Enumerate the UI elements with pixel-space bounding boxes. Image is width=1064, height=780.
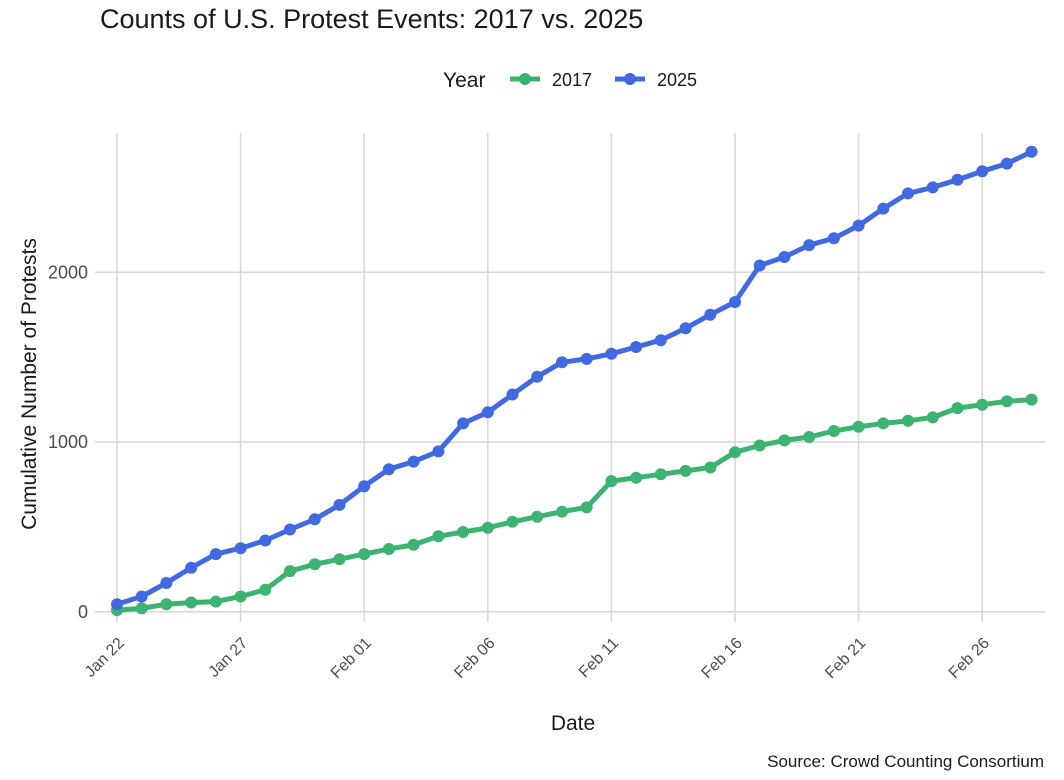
data-point-2025 bbox=[333, 498, 346, 511]
data-point-2017 bbox=[284, 565, 296, 578]
data-point-2017 bbox=[160, 598, 173, 611]
chart-title: Counts of U.S. Protest Events: 2017 vs. … bbox=[100, 4, 643, 34]
data-point-2017 bbox=[382, 543, 395, 555]
data-point-2017 bbox=[407, 538, 420, 551]
source-caption: Source: Crowd Counting Consortium bbox=[767, 752, 1044, 771]
series-line-2017 bbox=[114, 397, 1035, 613]
legend-label-2025: 2025 bbox=[657, 70, 697, 90]
data-point-2025 bbox=[1025, 145, 1038, 158]
data-point-2025 bbox=[457, 417, 470, 430]
y-tick-label: 2000 bbox=[48, 262, 88, 282]
data-point-2025 bbox=[852, 219, 865, 232]
data-point-2025 bbox=[605, 347, 618, 360]
data-point-2017 bbox=[135, 602, 148, 615]
data-point-2017 bbox=[1025, 393, 1038, 406]
x-tick-label: Feb 11 bbox=[576, 635, 622, 681]
data-point-2017 bbox=[185, 596, 198, 609]
data-point-2017 bbox=[506, 515, 519, 528]
data-point-2017 bbox=[556, 505, 568, 518]
data-point-2025 bbox=[259, 534, 272, 547]
y-tick-label: 0 bbox=[78, 602, 88, 622]
data-point-2025 bbox=[976, 165, 989, 178]
data-point-2017 bbox=[877, 417, 890, 430]
data-point-2017 bbox=[679, 464, 692, 477]
data-point-2025 bbox=[358, 480, 371, 493]
data-point-2025 bbox=[556, 356, 568, 369]
data-point-2025 bbox=[729, 296, 741, 308]
x-tick-label: Jan 27 bbox=[205, 635, 251, 681]
data-point-2025 bbox=[630, 341, 643, 353]
data-point-2017 bbox=[209, 595, 222, 608]
data-point-2017 bbox=[605, 475, 618, 488]
data-point-2017 bbox=[902, 414, 914, 427]
data-point-2025 bbox=[135, 590, 148, 603]
legend-key-point-2025 bbox=[624, 73, 636, 85]
legend-label-2017: 2017 bbox=[552, 70, 592, 90]
data-point-2017 bbox=[704, 461, 717, 474]
data-point-2025 bbox=[654, 334, 667, 347]
data-point-2025 bbox=[827, 232, 840, 245]
data-point-2025 bbox=[531, 370, 544, 383]
data-point-2017 bbox=[926, 411, 939, 424]
data-point-2017 bbox=[827, 425, 840, 437]
data-point-2025 bbox=[753, 259, 766, 272]
data-point-2025 bbox=[481, 406, 494, 419]
x-tick-label: Feb 06 bbox=[451, 635, 498, 682]
data-point-2025 bbox=[778, 251, 791, 263]
data-point-2025 bbox=[284, 523, 296, 536]
data-point-2017 bbox=[308, 558, 321, 571]
y-axis-label: Cumulative Number of Protests bbox=[18, 238, 41, 530]
data-point-2017 bbox=[234, 590, 247, 603]
data-point-2017 bbox=[951, 402, 964, 415]
data-point-2017 bbox=[753, 439, 766, 452]
data-point-2025 bbox=[926, 181, 939, 194]
data-point-2025 bbox=[185, 561, 198, 574]
x-axis-label: Date bbox=[551, 712, 595, 735]
data-point-2025 bbox=[160, 577, 173, 589]
data-point-2017 bbox=[976, 398, 989, 411]
data-point-2017 bbox=[1000, 395, 1013, 408]
data-point-2017 bbox=[481, 521, 494, 534]
data-point-2017 bbox=[531, 510, 544, 523]
data-point-2017 bbox=[654, 468, 667, 481]
data-point-2017 bbox=[778, 434, 791, 447]
data-point-2025 bbox=[679, 322, 692, 335]
legend: Year 2017 2025 bbox=[443, 69, 697, 92]
data-point-2025 bbox=[432, 445, 445, 458]
data-point-2017 bbox=[333, 553, 346, 566]
data-point-2025 bbox=[111, 598, 123, 611]
data-point-2025 bbox=[877, 202, 890, 215]
data-point-2025 bbox=[506, 388, 519, 401]
data-point-2025 bbox=[407, 455, 420, 468]
x-tick-label: Feb 01 bbox=[328, 635, 375, 682]
data-point-2017 bbox=[630, 471, 643, 484]
legend-key-point-2017 bbox=[519, 73, 531, 85]
legend-title: Year bbox=[443, 69, 485, 92]
data-point-2017 bbox=[457, 526, 470, 538]
data-point-2025 bbox=[1000, 157, 1013, 170]
data-point-2025 bbox=[234, 542, 247, 555]
x-tick-label: Feb 26 bbox=[946, 635, 993, 682]
data-point-2025 bbox=[902, 187, 914, 200]
data-point-2025 bbox=[803, 239, 816, 252]
data-point-2025 bbox=[704, 308, 717, 321]
data-point-2025 bbox=[580, 352, 593, 365]
data-point-2025 bbox=[209, 548, 222, 561]
data-point-2017 bbox=[852, 420, 865, 433]
data-point-2025 bbox=[308, 513, 321, 526]
series-line-2025 bbox=[114, 149, 1035, 607]
data-point-2017 bbox=[580, 501, 593, 514]
x-tick-label: Feb 21 bbox=[822, 635, 869, 682]
data-point-2025 bbox=[951, 173, 964, 186]
data-point-2025 bbox=[382, 463, 395, 476]
x-tick-label: Jan 22 bbox=[82, 635, 128, 681]
data-point-2017 bbox=[358, 548, 371, 561]
y-tick-label: 1000 bbox=[48, 432, 88, 452]
data-point-2017 bbox=[729, 446, 741, 459]
x-tick-label: Feb 16 bbox=[699, 635, 746, 682]
data-point-2017 bbox=[432, 530, 445, 543]
data-point-2017 bbox=[259, 583, 272, 596]
data-point-2017 bbox=[803, 431, 816, 443]
